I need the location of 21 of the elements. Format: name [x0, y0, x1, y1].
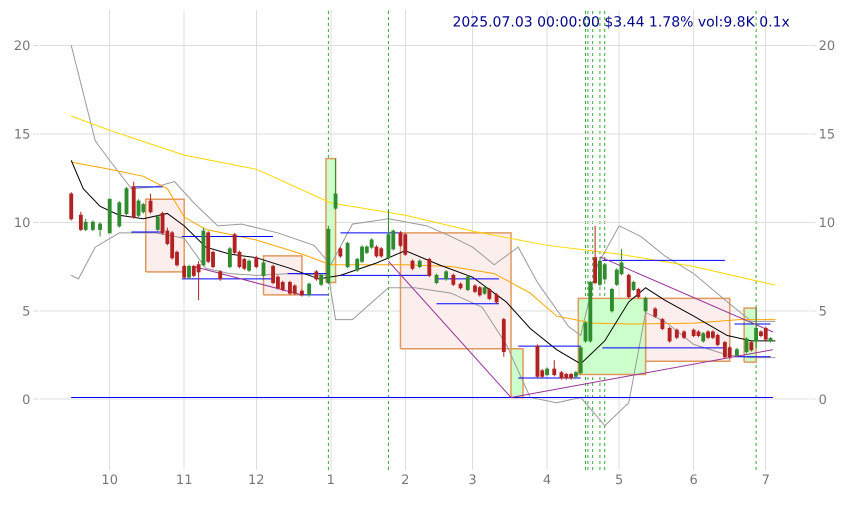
x-tick-label: 3 [468, 473, 477, 488]
y-tick-label: 20 [14, 38, 30, 54]
y2-tick-label: 20 [818, 38, 836, 54]
x-tick-label: 2 [401, 473, 410, 488]
y2-tick-label: 5 [818, 304, 827, 320]
x-tick-label: 12 [248, 473, 265, 488]
y2-tick-label: 15 [818, 127, 836, 142]
x-tick-label: 7 [762, 473, 770, 488]
x-tick-label: 4 [542, 473, 552, 488]
y2-tick-label: 10 [818, 216, 836, 231]
x-tick-label: 1 [326, 473, 335, 488]
y-tick-label: 15 [14, 127, 30, 142]
chart-title: 2025.07.03 00:00:00 $3.44 1.78% vol:9.8K 0.1x [452, 14, 790, 31]
x-tick-label: 10 [101, 473, 118, 488]
y-tick-label: 10 [14, 216, 30, 231]
x-tick-label: 5 [615, 473, 624, 488]
y-tick-label: 0 [22, 392, 30, 408]
x-tick-label: 6 [690, 473, 698, 488]
y-tick-label: 5 [22, 304, 30, 320]
x-tick-label: 11 [176, 473, 192, 488]
y2-tick-label: 0 [818, 392, 827, 408]
